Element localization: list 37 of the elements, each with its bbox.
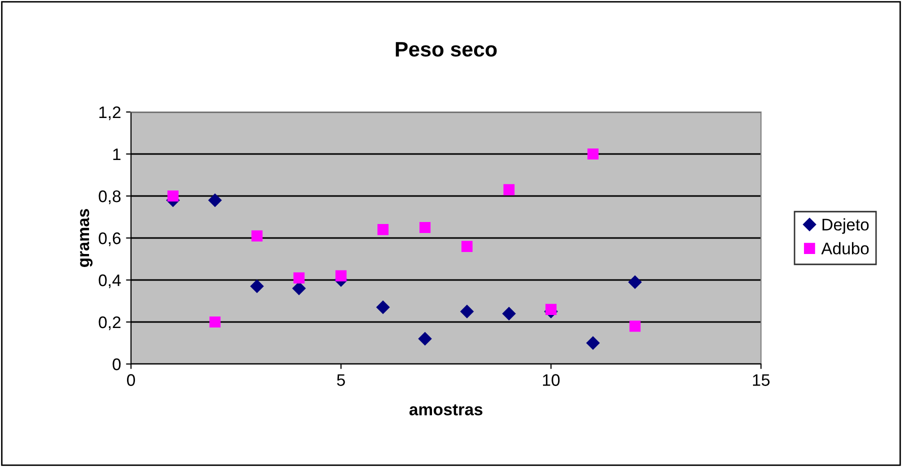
point [293,272,305,284]
x-tick-label: 0 [127,374,135,386]
y-tick-label: 1 [113,148,120,160]
point [167,190,179,202]
y-tick-label: 1,2 [99,106,120,120]
y-axis-title: gramas [80,209,93,267]
point [419,222,431,234]
point [418,332,432,346]
legend-label: Adubo [821,242,869,254]
y-tick-label: 0,8 [98,190,121,204]
point [502,307,516,320]
point [587,148,599,160]
point [628,276,642,289]
point [250,280,264,293]
x-tick-label: 5 [337,374,345,386]
y-tick-label: 0,2 [98,316,120,330]
x-tick-label: 10 [543,374,560,386]
point [377,224,389,236]
point [292,282,306,295]
point [503,184,515,196]
chart-title: Peso seco [396,42,497,57]
point [461,240,473,252]
legend-label: Dejeto [822,218,869,234]
x-tick-label: 15 [753,374,770,386]
y-tick-label: 0 [112,358,121,370]
y-tick-label: 0,6 [98,232,121,246]
point [209,316,221,328]
x-axis-title: amostras [409,404,482,416]
point [545,304,557,315]
point [208,194,222,207]
point [629,320,641,332]
point [460,304,474,318]
point [251,230,263,242]
y-tick-label: 0,4 [98,274,121,288]
point [586,336,600,350]
point [376,300,390,314]
point [335,270,347,282]
